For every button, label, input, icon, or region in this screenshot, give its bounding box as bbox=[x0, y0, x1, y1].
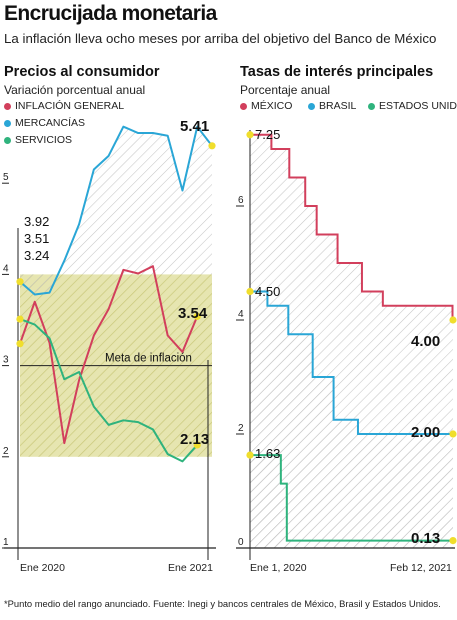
x-tick-label: Ene 1, 2020 bbox=[250, 562, 307, 574]
start-label-inflacion: 3.24 bbox=[24, 248, 49, 263]
start-label-mexico: 7.25 bbox=[255, 127, 280, 142]
start-label-mercancias: 3.92 bbox=[24, 214, 49, 229]
series-line-mexico bbox=[250, 133, 454, 321]
page-title: Encrucijada monetaria bbox=[4, 2, 217, 25]
series-line-mercancias bbox=[19, 125, 213, 296]
legend-swatch bbox=[308, 102, 315, 110]
footnote: *Punto medio del rango anunciado. Fuente… bbox=[4, 598, 441, 609]
y-tick-label: 3 bbox=[3, 355, 9, 366]
end-label-servicios: 2.13 bbox=[180, 431, 209, 448]
x-tick-label: Feb 12, 2021 bbox=[390, 562, 452, 574]
legend-label: BRASIL bbox=[319, 100, 357, 112]
start-point-mexico bbox=[246, 131, 254, 139]
right-panel-title: Tasas de interés principales bbox=[240, 64, 434, 80]
legend-swatch bbox=[240, 102, 247, 110]
area-under-estados-unidos bbox=[250, 455, 453, 548]
legend-label: MÉXICO bbox=[251, 100, 293, 112]
end-label-mexico: 4.00 bbox=[411, 333, 440, 350]
legend-mexico: MÉXICO bbox=[240, 100, 292, 112]
y-tick-label: 6 bbox=[238, 195, 244, 206]
end-point-inflacion-general bbox=[193, 312, 201, 320]
series-line-estados-unidos bbox=[250, 454, 453, 542]
end-label-mercancias: 5.41 bbox=[180, 118, 209, 135]
legend-estados-unidos: ESTADOS UNIDOS bbox=[368, 100, 457, 112]
start-label-servicios: 3.51 bbox=[24, 231, 49, 246]
legend-swatch bbox=[368, 102, 375, 110]
y-tick-label: 4 bbox=[238, 309, 244, 320]
end-point-estados-unidos bbox=[449, 536, 457, 545]
y-tick-label: 2 bbox=[3, 446, 9, 457]
end-point-mercancias bbox=[208, 142, 216, 150]
end-point-servicios bbox=[193, 441, 201, 449]
left-panel-title: Precios al consumidor bbox=[4, 64, 160, 80]
series-line-brasil bbox=[250, 290, 453, 435]
end-label-estados-unidos: 0.13 bbox=[411, 530, 440, 547]
start-label-brasil: 4.50 bbox=[255, 284, 280, 299]
x-tick-label: Ene 2021 bbox=[168, 562, 213, 574]
legend-servicios: SERVICIOS bbox=[4, 134, 72, 146]
legend-swatch bbox=[4, 136, 11, 144]
end-point-mexico bbox=[449, 316, 457, 324]
start-label-estados-unidos: 1.63 bbox=[255, 446, 280, 461]
legend-mercancias: MERCANCÍAS bbox=[4, 117, 85, 129]
legend-label: SERVICIOS bbox=[15, 134, 72, 146]
series-line-inflacion-general bbox=[19, 265, 199, 445]
page-subtitle: La inflación lleva ocho meses por arriba… bbox=[4, 31, 437, 46]
end-label-inflacion: 3.54 bbox=[178, 305, 208, 322]
target-label: Meta de inflación bbox=[105, 353, 192, 365]
legend-brasil: BRASIL bbox=[308, 100, 356, 112]
left-panel-subtitle: Variación porcentual anual bbox=[4, 83, 146, 97]
y-tick-label: 1 bbox=[3, 537, 9, 548]
area-under-mercancias bbox=[20, 126, 212, 295]
legend-label: ESTADOS UNIDOS bbox=[379, 100, 457, 112]
start-point-estados-unidos bbox=[246, 451, 254, 459]
y-tick-label: 5 bbox=[3, 172, 9, 183]
legend-swatch bbox=[4, 119, 11, 127]
end-label-brasil: 2.00 bbox=[411, 424, 440, 441]
series-line-servicios bbox=[19, 318, 198, 463]
legend-inflacion-general: INFLACIÓN GENERAL bbox=[4, 100, 124, 112]
start-point-mercancias bbox=[16, 278, 24, 286]
right-panel-subtitle: Porcentaje anual bbox=[240, 83, 331, 97]
y-tick-label: 0 bbox=[238, 537, 244, 548]
legend-label: MERCANCÍAS bbox=[15, 117, 86, 129]
left-chart: Meta de inflación 1 2 3 4 5 3.92 3.51 3.24 5.41 3.… bbox=[2, 118, 216, 574]
start-point-servicios bbox=[16, 315, 24, 323]
x-tick-label: Ene 2020 bbox=[20, 562, 65, 574]
start-point-brasil bbox=[246, 287, 254, 296]
legend-label: INFLACIÓN GENERAL bbox=[15, 100, 125, 112]
start-point-inflacion-general bbox=[16, 340, 24, 348]
legend-swatch bbox=[4, 102, 11, 110]
y-tick-label: 2 bbox=[238, 423, 244, 434]
y-tick-label: 4 bbox=[3, 263, 9, 274]
right-chart: 0 2 4 6 7.25 4.50 1.63 4.00 2.00 0.13 Ene 1, 2020 F… bbox=[236, 127, 457, 574]
end-point-brasil bbox=[449, 430, 457, 438]
